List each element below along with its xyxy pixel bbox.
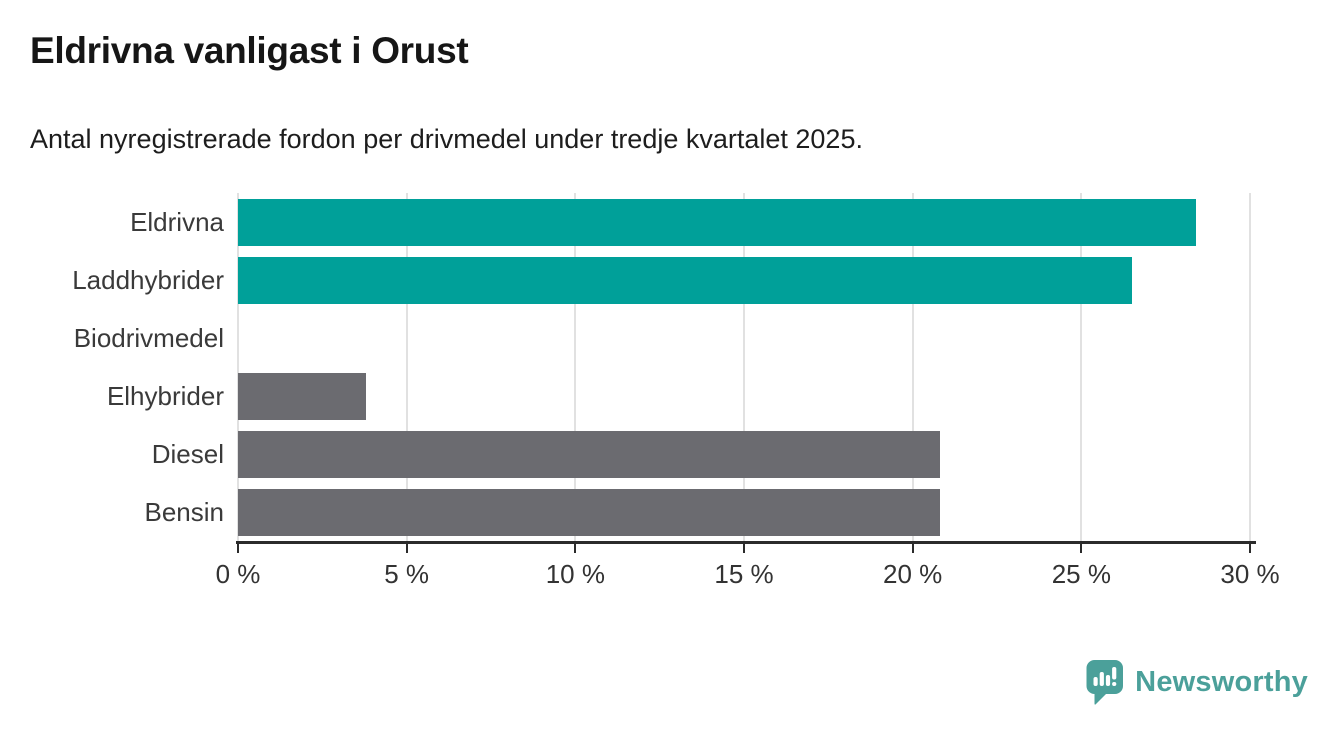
gridline-15 (743, 193, 745, 541)
newsworthy-logo-icon (1086, 660, 1124, 705)
gridline-30 (1249, 193, 1251, 541)
brand-footer: Newsworthy (1086, 660, 1308, 705)
category-axis: Eldrivna Laddhybrider Biodrivmedel Elhybrid… (0, 193, 224, 541)
gridline-10 (574, 193, 577, 541)
bar-row-bensin (238, 483, 1250, 541)
x-tick-15 (743, 544, 745, 553)
x-tick-label-5: 5 % (384, 559, 430, 589)
x-tick-20 (911, 544, 914, 553)
bar-chart: Eldrivna Laddhybrider Biodrivmedel Elhybrid… (0, 193, 1290, 589)
category-label-laddhybrider: Laddhybrider (72, 264, 224, 295)
bar-elhybrider (238, 372, 367, 420)
gridline-0 (237, 193, 239, 541)
x-axis-line (236, 541, 1256, 544)
x-tick-label-0: 0 % (215, 559, 261, 589)
x-tick-label-10: 10 % (545, 559, 605, 589)
x-tick-label-30: 30 % (1220, 559, 1280, 589)
gridline-20 (911, 193, 914, 541)
chart-title: Eldrivna vanligast i Orust (30, 30, 469, 71)
plot-area: 0 % 5 % 10 % 15 % 20 % 25 % 30 % (216, 193, 1280, 589)
gridline-5 (405, 193, 408, 541)
bar-row-diesel (238, 425, 1250, 483)
bar-bensin (238, 488, 940, 536)
x-tick-5 (405, 544, 408, 553)
bar-row-laddhybrider (238, 251, 1250, 309)
x-tick-label-15: 15 % (714, 559, 774, 589)
x-tick-label-20: 20 % (883, 559, 943, 589)
x-tick-0 (237, 544, 239, 553)
bar-row-biodrivmedel (238, 309, 1250, 367)
bar-rows (238, 193, 1250, 541)
category-label-bensin: Bensin (144, 496, 225, 527)
x-tick-label-25: 25 % (1051, 559, 1111, 589)
category-label-elhybrider: Elhybrider (106, 380, 224, 411)
bar-eldrivna (238, 198, 1197, 246)
category-label-diesel: Diesel (151, 438, 224, 469)
category-label-eldrivna: Eldrivna (130, 206, 224, 237)
bar-row-eldrivna (238, 193, 1250, 251)
category-label-biodrivmedel: Biodrivmedel (73, 322, 224, 353)
x-tick-25 (1080, 544, 1083, 553)
bar-row-elhybrider (238, 367, 1250, 425)
chart-subtitle: Antal nyregistrerade fordon per drivmede… (30, 124, 863, 154)
gridline-25 (1080, 193, 1083, 541)
brand-name: Newsworthy (1135, 666, 1308, 698)
bar-diesel (238, 430, 940, 478)
x-tick-10 (574, 544, 577, 553)
x-tick-30 (1249, 544, 1251, 553)
bar-laddhybrider (238, 256, 1132, 304)
